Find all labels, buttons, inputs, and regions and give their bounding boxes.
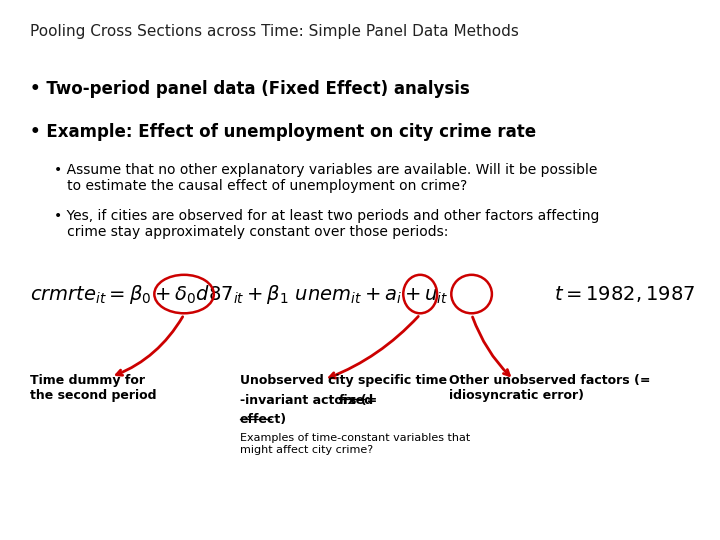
Text: • Two-period panel data (Fixed Effect) analysis: • Two-period panel data (Fixed Effect) a…	[30, 80, 469, 98]
Text: • Assume that no other explanatory variables are available. Will it be possible
: • Assume that no other explanatory varia…	[53, 163, 597, 193]
Text: fixed: fixed	[339, 394, 374, 407]
Text: $crmrte_{it} = \beta_0 + \delta_0 d87_{it} + \beta_1\ unem_{it} + a_i + u_{it}$: $crmrte_{it} = \beta_0 + \delta_0 d87_{i…	[30, 282, 448, 306]
Text: • Example: Effect of unemployment on city crime rate: • Example: Effect of unemployment on cit…	[30, 123, 536, 141]
Text: Other unobserved factors (=
idiosyncratic error): Other unobserved factors (= idiosyncrati…	[449, 374, 651, 402]
Text: • Yes, if cities are observed for at least two periods and other factors affecti: • Yes, if cities are observed for at lea…	[53, 208, 599, 239]
Text: Pooling Cross Sections across Time: Simple Panel Data Methods: Pooling Cross Sections across Time: Simp…	[30, 24, 518, 39]
Text: -invariant actors (=: -invariant actors (=	[240, 394, 381, 407]
Text: Examples of time-constant variables that
might affect city crime?: Examples of time-constant variables that…	[240, 433, 470, 455]
Text: effect): effect)	[240, 413, 287, 426]
Text: Unobserved city specific time: Unobserved city specific time	[240, 374, 446, 387]
Text: Time dummy for
the second period: Time dummy for the second period	[30, 374, 156, 402]
Text: $t = 1982, 1987$: $t = 1982, 1987$	[554, 284, 696, 304]
